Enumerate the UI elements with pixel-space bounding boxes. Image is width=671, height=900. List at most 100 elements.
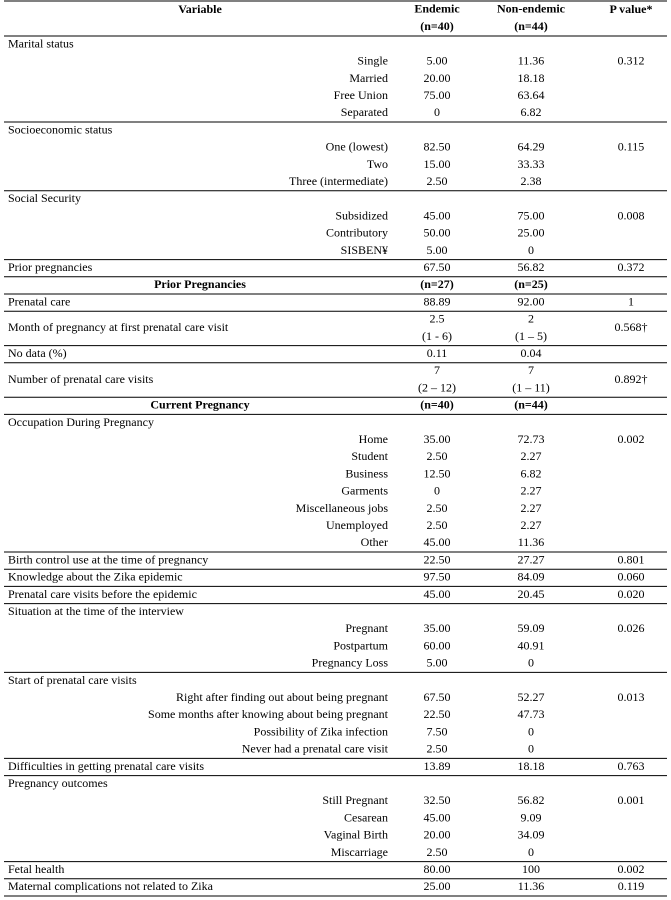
endemic-value: 45.00 (424, 208, 451, 222)
p-value: 0.013 (618, 690, 645, 704)
non-endemic-value: 63.64 (518, 88, 545, 102)
row-label: Knowledge about the Zika epidemic (8, 570, 183, 584)
endemic-value: 97.50 (424, 570, 451, 584)
non-endemic-value: 20.45 (518, 587, 545, 601)
section-title: Socioeconomic status (8, 122, 113, 136)
row-label: Maternal complications not related to Zi… (8, 879, 214, 893)
endemic-value: 7 (434, 363, 440, 377)
non-endemic-value: 0 (528, 243, 534, 257)
row-label: Number of prenatal care visits (8, 372, 154, 386)
section-heading: Current Pregnancy (150, 398, 249, 412)
item-label: Garments (341, 484, 388, 498)
endemic-value: 2.50 (427, 845, 448, 859)
non-endemic-value: 84.09 (518, 570, 545, 584)
endemic-value: 75.00 (424, 88, 451, 102)
item-label: Right after finding out about being preg… (176, 690, 389, 704)
non-endemic-value: 34.09 (518, 828, 545, 842)
p-value: 0.312 (618, 54, 645, 68)
item-label: Student (351, 449, 388, 463)
endemic-value: 2.50 (427, 742, 448, 756)
item-label: Pregnancy Loss (312, 656, 389, 670)
non-endemic-value: 2.27 (521, 501, 542, 515)
endemic-value: 45.00 (424, 587, 451, 601)
section-title: Situation at the time of the interview (8, 604, 184, 618)
item-label: Miscarriage (331, 845, 388, 859)
endemic-value: 20.00 (424, 71, 451, 85)
p-value: 0.568† (615, 320, 648, 334)
item-label: Subsidized (335, 208, 388, 222)
item-label: Two (367, 157, 388, 171)
endemic-value: 50.00 (424, 226, 451, 240)
endemic-value: 5.00 (427, 243, 448, 257)
heading-endemic: (n=27) (420, 277, 454, 291)
endemic-value: (1 - 6) (422, 329, 452, 343)
item-label: Postpartum (333, 638, 388, 652)
heading-non-endemic: (n=25) (514, 277, 548, 291)
endemic-value: 22.50 (424, 552, 451, 566)
item-label: Home (359, 432, 388, 446)
endemic-value: 0 (434, 484, 440, 498)
endemic-value: 25.00 (424, 879, 451, 893)
row-label: No data (%) (8, 346, 67, 360)
endemic-value: 0.11 (427, 346, 448, 360)
endemic-value: 15.00 (424, 157, 451, 171)
item-label: Still Pregnant (322, 793, 388, 807)
p-value: 0.020 (618, 587, 645, 601)
p-value: 0.801 (618, 552, 645, 566)
non-endemic-value: 7 (528, 363, 534, 377)
non-endemic-value: 9.09 (521, 810, 542, 824)
non-endemic-value: 56.82 (518, 260, 545, 274)
item-label: Never had a prenatal care visit (242, 742, 389, 756)
section-title: Pregnancy outcomes (8, 776, 108, 790)
endemic-value: 2.50 (427, 449, 448, 463)
non-endemic-value: 6.82 (521, 466, 542, 480)
non-endemic-value: 11.36 (518, 54, 545, 68)
non-endemic-value: 2.38 (521, 174, 542, 188)
row-label: Fetal health (8, 862, 64, 876)
non-endemic-value: (1 – 11) (512, 380, 550, 394)
endemic-value: 22.50 (424, 707, 451, 721)
p-value: 0.002 (618, 862, 645, 876)
endemic-value: (2 – 12) (418, 380, 456, 394)
non-endemic-value: 27.27 (518, 552, 545, 566)
non-endemic-value: 0 (528, 845, 534, 859)
section-title: Occupation During Pregnancy (8, 415, 154, 429)
header-endemic: Endemic (414, 2, 460, 16)
non-endemic-value: 2.27 (521, 484, 542, 498)
non-endemic-value: 0 (528, 724, 534, 738)
header-p-value: P value* (609, 2, 652, 16)
item-label: Single (357, 54, 388, 68)
non-endemic-value: 2.27 (521, 449, 542, 463)
section-title: Start of prenatal care visits (8, 673, 137, 687)
item-label: Other (361, 535, 388, 549)
non-endemic-value: 2.27 (521, 518, 542, 532)
item-label: Separated (341, 105, 388, 119)
non-endemic-value: 75.00 (518, 208, 545, 222)
row-label: Prenatal care (8, 294, 70, 308)
non-endemic-value: 2 (528, 312, 534, 326)
endemic-value: 45.00 (424, 810, 451, 824)
item-label: Some months after knowing about being pr… (148, 707, 389, 721)
heading-non-endemic: (n=44) (514, 398, 548, 412)
item-label: Contributory (326, 226, 388, 240)
p-value: 0.119 (618, 879, 645, 893)
non-endemic-value: 100 (522, 862, 540, 876)
endemic-value: 35.00 (424, 621, 451, 635)
endemic-value: 67.50 (424, 690, 451, 704)
non-endemic-value: 25.00 (518, 226, 545, 240)
non-endemic-value: 33.33 (518, 157, 545, 171)
item-label: Vaginal Birth (324, 828, 388, 842)
p-value: 1 (628, 294, 634, 308)
heading-endemic: (n=40) (420, 398, 454, 412)
non-endemic-value: 18.18 (518, 759, 545, 773)
endemic-value: 13.89 (424, 759, 451, 773)
non-endemic-value: 0 (528, 742, 534, 756)
item-label: Cesarean (344, 810, 388, 824)
endemic-value: 2.50 (427, 174, 448, 188)
item-label: Three (intermediate) (289, 174, 388, 188)
item-label: SISBEN¥ (341, 243, 388, 257)
p-value: 0.763 (618, 759, 645, 773)
header-non-endemic: Non-endemic (497, 2, 566, 16)
p-value: 0.060 (618, 570, 645, 584)
endemic-value: 20.00 (424, 828, 451, 842)
